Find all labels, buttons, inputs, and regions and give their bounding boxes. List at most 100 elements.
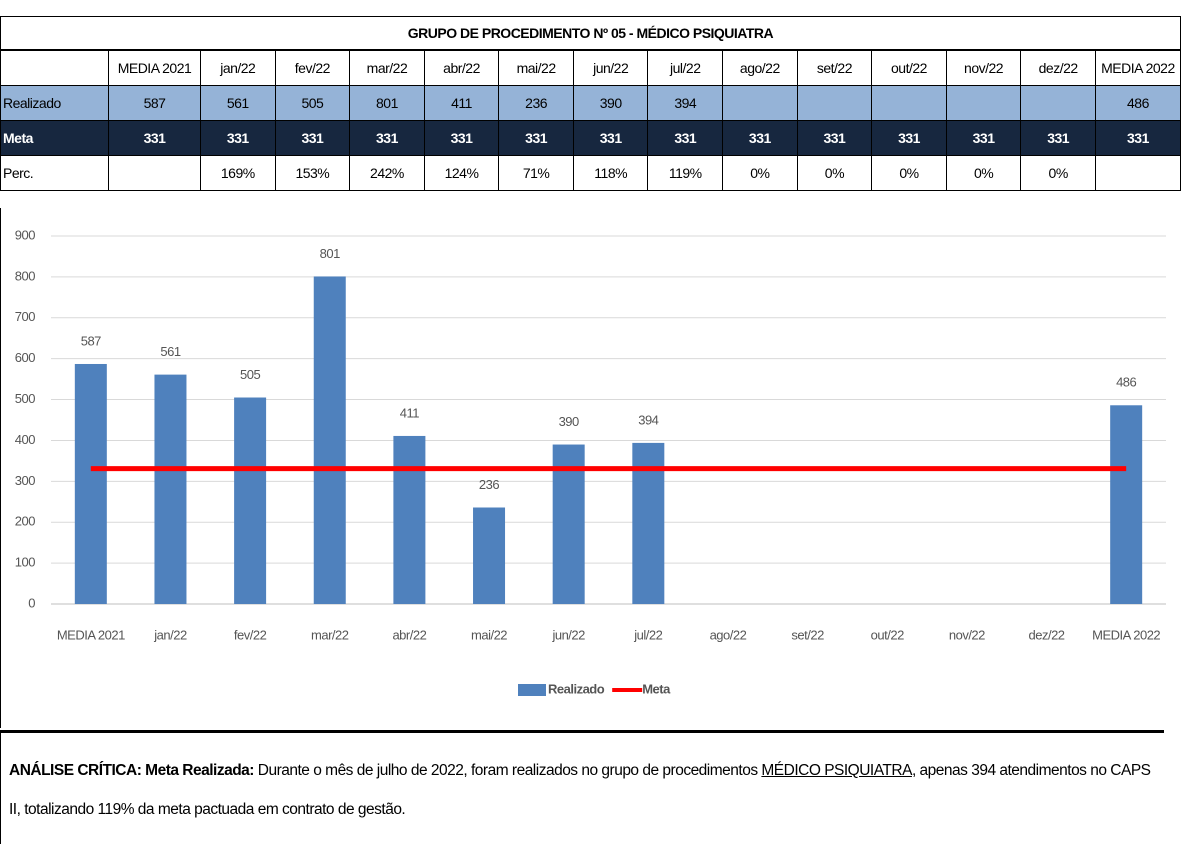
table-cell: 331 <box>796 120 873 156</box>
table-row: Realizado 587 561 505 801 411 236 390 394 486 <box>0 85 1181 121</box>
x-tick-label: jun/22 <box>551 627 585 642</box>
table-cell: jan/22 <box>200 49 276 86</box>
title-row: GRUPO DE PROCEDIMENTO Nº 05 - MÉDICO PSI… <box>0 16 1181 51</box>
table-cell: 331 <box>945 120 1022 156</box>
x-tick-label: MEDIA 2021 <box>57 627 125 642</box>
table-cell: 411 <box>423 85 500 121</box>
table-cell <box>108 155 201 191</box>
analysis-segment: , apenas 394 atendimentos no CAPS II, to… <box>9 762 1151 818</box>
table-cell: 390 <box>572 85 649 121</box>
table-cell: 561 <box>200 85 276 121</box>
analysis-segment: Meta Realizada: <box>141 762 254 779</box>
analysis-segment: MÉDICO PSIQUIATRA <box>761 762 912 779</box>
table-cell <box>1094 155 1181 191</box>
data-table: GRUPO DE PROCEDIMENTO Nº 05 - MÉDICO PSI… <box>0 16 1181 191</box>
bar <box>473 507 506 604</box>
table-cell <box>796 85 873 121</box>
table-cell: jul/22 <box>647 49 724 86</box>
table-cell: 119% <box>647 155 724 191</box>
bar <box>1110 405 1143 604</box>
data-label: 801 <box>320 246 340 261</box>
y-tick-label: 800 <box>15 268 35 283</box>
table-cell: 486 <box>1094 85 1181 121</box>
x-tick-label: out/22 <box>871 627 904 642</box>
table-cell: jun/22 <box>572 49 649 86</box>
table-cell: MEDIA 2022 <box>1094 49 1181 86</box>
data-label: 411 <box>400 405 419 420</box>
table-cell: 236 <box>498 85 574 121</box>
table-cell: mar/22 <box>349 49 425 86</box>
table-cell: set/22 <box>796 49 873 86</box>
table-cell: 331 <box>871 120 947 156</box>
table-cell: 801 <box>349 85 425 121</box>
x-tick-label: abr/22 <box>392 627 426 642</box>
table-cell: abr/22 <box>423 49 500 86</box>
table-cell <box>871 85 947 121</box>
y-tick-label: 900 <box>15 227 35 242</box>
bar <box>74 363 107 604</box>
y-tick-label: 300 <box>15 473 35 488</box>
y-tick-label: 600 <box>15 350 35 365</box>
analysis-text: ANÁLISE CRÍTICA: Meta Realizada: Durante… <box>0 730 1164 844</box>
x-tick-label: mai/22 <box>471 627 507 642</box>
table-cell: dez/22 <box>1020 49 1096 86</box>
data-label: 587 <box>81 333 101 348</box>
legend-label: Meta <box>642 681 671 696</box>
table-cell: 0% <box>871 155 947 191</box>
x-tick-label: ago/22 <box>710 627 747 642</box>
table-cell: 331 <box>498 120 574 156</box>
bar <box>154 374 187 604</box>
bar <box>313 276 346 604</box>
x-tick-label: fev/22 <box>234 627 267 642</box>
data-label: 505 <box>240 367 260 382</box>
legend-label: Realizado <box>548 681 605 696</box>
table-cell: 0% <box>722 155 798 191</box>
data-label: 486 <box>1116 375 1136 390</box>
table-cell: fev/22 <box>274 49 351 86</box>
analysis-segment: ANÁLISE CRÍTICA: <box>9 762 142 779</box>
y-tick-label: 100 <box>15 555 35 570</box>
table-cell <box>0 49 109 86</box>
x-tick-label: dez/22 <box>1029 627 1065 642</box>
table-cell: Realizado <box>0 85 109 121</box>
table-title: GRUPO DE PROCEDIMENTO Nº 05 - MÉDICO PSI… <box>0 16 1181 51</box>
x-tick-label: set/22 <box>791 627 824 642</box>
chart: 0 100 200 300 400 500 600 700 800 900 MEDIA 2021 ja… <box>0 208 1166 728</box>
table-row: Meta 331 331 331 331 331 331 331 331 331 331 331 331… <box>0 120 1181 156</box>
data-label: 394 <box>638 412 658 427</box>
table-cell: MEDIA 2021 <box>108 49 201 86</box>
table-cell: 124% <box>423 155 500 191</box>
table-cell <box>1020 85 1096 121</box>
table-cell: 394 <box>647 85 724 121</box>
table-cell: 331 <box>274 120 351 156</box>
table-cell: 331 <box>1020 120 1096 156</box>
y-tick-label: 0 <box>28 595 35 610</box>
table-cell: out/22 <box>871 49 947 86</box>
table-cell: 0% <box>796 155 873 191</box>
data-label: 236 <box>479 477 499 492</box>
analysis-segment: Durante o mês de julho de 2022, foram re… <box>253 762 762 779</box>
table-cell: 331 <box>572 120 649 156</box>
table-cell: 118% <box>572 155 649 191</box>
table-cell: 331 <box>647 120 724 156</box>
x-tick-label: mar/22 <box>311 627 349 642</box>
x-tick-label: MEDIA 2022 <box>1092 627 1160 642</box>
table-cell: nov/22 <box>945 49 1022 86</box>
x-tick-label: jul/22 <box>633 627 662 642</box>
table-cell: ago/22 <box>722 49 798 86</box>
table-cell <box>945 85 1022 121</box>
header-row: MEDIA 2021 jan/22 fev/22 mar/22 abr/22 mai/22… <box>0 49 1181 86</box>
table-cell: 587 <box>108 85 201 121</box>
table-cell <box>722 85 798 121</box>
y-tick-label: 700 <box>15 309 35 324</box>
table-cell: 0% <box>945 155 1022 191</box>
table-cell: 242% <box>349 155 425 191</box>
y-tick-label: 400 <box>15 432 35 447</box>
table-cell: 153% <box>274 155 351 191</box>
bar <box>393 435 426 604</box>
table-cell: 169% <box>200 155 276 191</box>
table-cell: 0% <box>1020 155 1096 191</box>
table-cell: mai/22 <box>498 49 574 86</box>
table-cell: 331 <box>108 120 201 156</box>
